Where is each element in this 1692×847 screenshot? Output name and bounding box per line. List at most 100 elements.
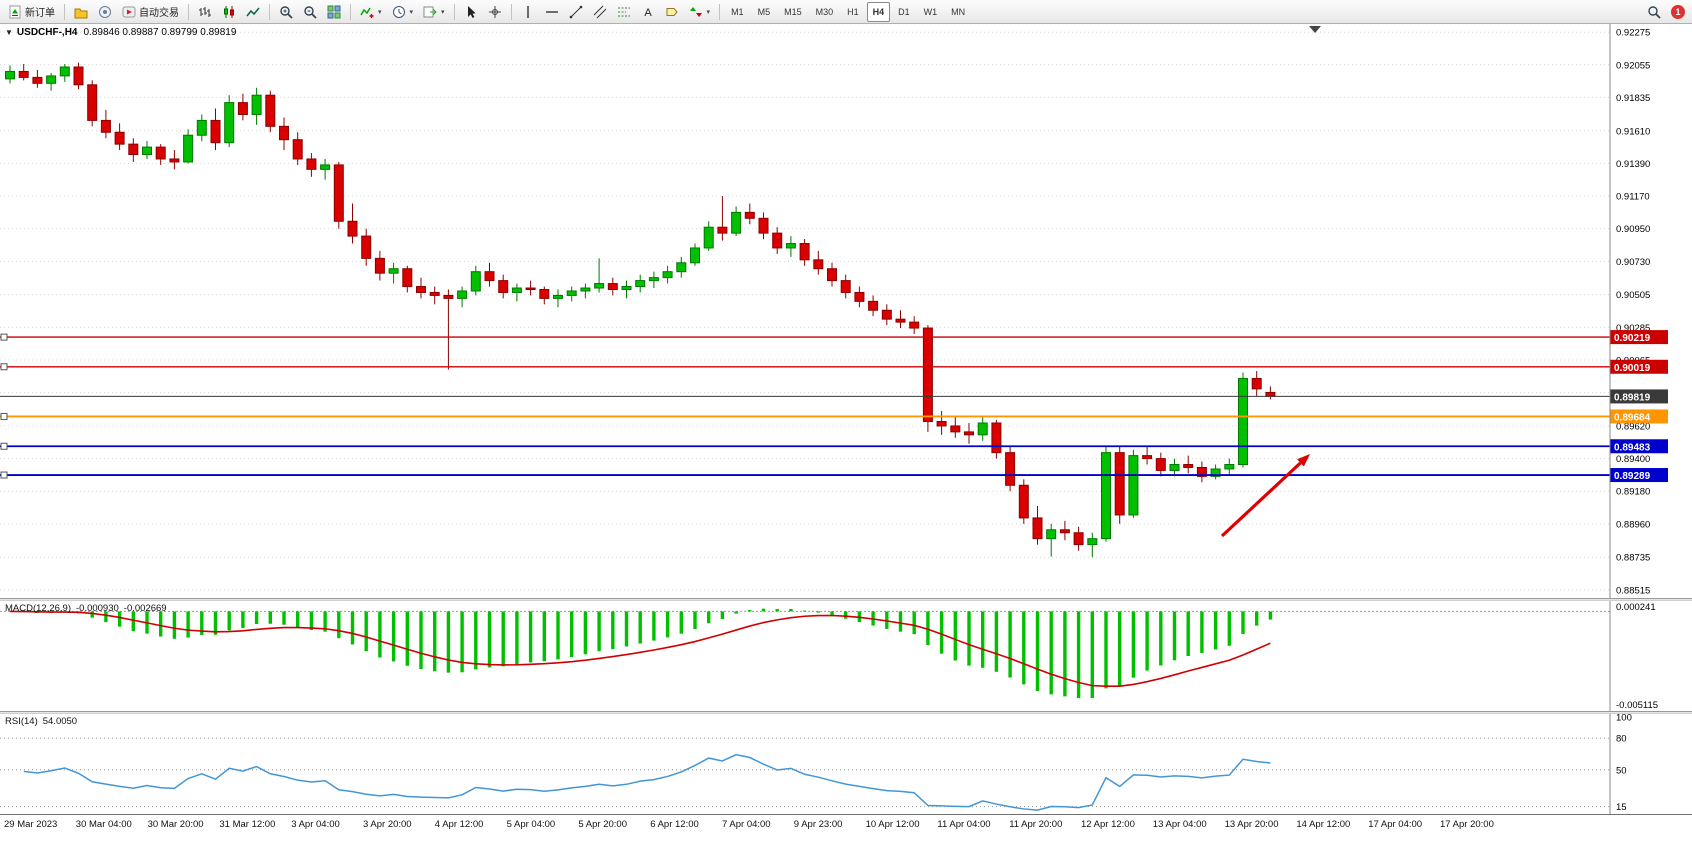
signals-button[interactable] — [94, 1, 116, 23]
bull-candle — [648, 277, 659, 282]
ohlc-values: 0.89846 0.89887 0.89799 0.89819 — [83, 27, 237, 38]
notification-badge[interactable]: 1 — [1671, 4, 1685, 19]
time-axis[interactable]: 29 Mar 2023 30 Mar 04:00 30 Mar 20:00 31 Ma… — [0, 814, 1692, 847]
bear-candle — [279, 125, 289, 141]
line-chart-button[interactable] — [242, 1, 264, 23]
cursor-button[interactable] — [460, 1, 482, 23]
time-axis-label: 17 Apr 20:00 — [1440, 819, 1494, 830]
time-axis-label: 13 Apr 04:00 — [1152, 819, 1207, 830]
panel-divider[interactable] — [0, 711, 1692, 714]
line-anchor-handle[interactable] — [0, 471, 8, 479]
bull-candle — [662, 271, 673, 279]
bear-candle — [18, 70, 29, 78]
bear-candle — [813, 259, 824, 270]
equidistant-channel-button[interactable] — [589, 1, 611, 23]
line-anchor-handle[interactable] — [0, 363, 8, 371]
timeframe-m30-button[interactable]: M30 — [815, 6, 834, 17]
timeframe-h1-button[interactable]: H1 — [847, 6, 859, 17]
bear-candle — [881, 309, 892, 320]
arrows-icon — [689, 5, 703, 19]
line-anchor-handle[interactable] — [0, 412, 8, 420]
bar-chart-icon — [198, 5, 212, 19]
indicators-button[interactable]: ▾ — [356, 1, 386, 23]
line-anchor-handle[interactable] — [0, 333, 8, 341]
macd-label: MACD(12,26,9) -0.000930 -0.002669 — [5, 603, 172, 614]
line-anchor-handle[interactable] — [0, 442, 8, 450]
symbol-period: USDCHF-,H4 — [16, 27, 78, 38]
bear-candle — [840, 280, 851, 293]
rsi-canvas[interactable]: 100 80 50 15 — [0, 714, 1692, 814]
macd-axis-label: -0.005115 — [1616, 700, 1658, 711]
search-button[interactable] — [1643, 1, 1665, 23]
price-tick-label: 0.88515 — [1616, 585, 1650, 596]
bull-candle — [1087, 538, 1098, 546]
price-tick-label: 0.91610 — [1616, 126, 1650, 137]
periods-button[interactable]: ▾ — [388, 1, 418, 23]
timeframe-w1-button[interactable]: W1 — [923, 6, 938, 17]
bear-candle — [525, 287, 536, 291]
search-icon — [1647, 5, 1661, 19]
toolbar-separator — [719, 3, 721, 20]
trendline-button[interactable] — [565, 1, 587, 23]
fibonacci-button[interactable] — [613, 1, 635, 23]
timeframe-m1-button[interactable]: M1 — [731, 6, 744, 17]
timeframe-m5-button[interactable]: M5 — [757, 6, 771, 17]
rsi-panel[interactable]: 100 80 50 15 RSI(14) 54.0050 — [0, 714, 1692, 814]
bear-candle — [1073, 532, 1084, 546]
collapse-triangle-icon[interactable]: ▼ — [5, 28, 13, 37]
timeframe-mn-button[interactable]: MN — [951, 6, 966, 17]
bear-candle — [443, 294, 454, 299]
macd-canvas[interactable]: 0.000241 -0.005115 — [0, 601, 1692, 711]
rsi-axis-label: 15 — [1616, 802, 1627, 813]
vertical-line-button[interactable] — [517, 1, 539, 23]
bull-candle — [1169, 464, 1180, 471]
time-axis-label: 5 Apr 20:00 — [578, 819, 627, 830]
arrows-button[interactable]: ▾ — [685, 1, 715, 23]
candlestick-chart-button[interactable] — [218, 1, 240, 23]
zoom-out-button[interactable] — [299, 1, 321, 23]
time-axis-label: 5 Apr 04:00 — [506, 819, 556, 830]
toolbar-separator — [269, 3, 270, 20]
tile-windows-button[interactable] — [323, 1, 345, 23]
bar-chart-button[interactable] — [194, 1, 216, 23]
bear-candle — [484, 271, 495, 282]
zoom-in-button[interactable] — [275, 1, 297, 23]
timeframe-h4-button[interactable]: H4 — [866, 1, 891, 22]
templates-button[interactable]: ▾ — [419, 1, 449, 23]
auto-trading-button[interactable]: 自动交易 — [118, 1, 183, 23]
bear-candle — [416, 286, 426, 293]
crosshair-button[interactable] — [484, 1, 506, 23]
price-chart-canvas[interactable]: 0.92275 0.92055 0.91835 0.91610 0.91390 0.911… — [0, 24, 1692, 598]
chevron-down-icon: ▾ — [706, 8, 711, 16]
time-axis-label: 7 Apr 04:00 — [722, 819, 771, 830]
profiles-button[interactable] — [70, 1, 92, 23]
text-label-button[interactable] — [661, 1, 683, 23]
price-chart-panel[interactable]: 0.92275 0.92055 0.91835 0.91610 0.91390 0.911… — [0, 24, 1692, 598]
bear-candle — [1265, 391, 1276, 397]
chevron-down-icon: ▾ — [441, 8, 445, 16]
bear-candle — [114, 131, 125, 145]
bear-candle — [758, 217, 769, 234]
timeframe-m15-button[interactable]: M15 — [784, 6, 802, 17]
horizontal-line-button[interactable] — [541, 1, 563, 23]
label-icon — [665, 5, 679, 19]
macd-panel[interactable]: 0.000241 -0.005115 MACD(12,26,9) -0.000930… — [0, 601, 1692, 711]
price-tick-label: 0.90285 — [1616, 323, 1650, 334]
price-tick-label: 0.88960 — [1616, 519, 1650, 530]
price-tick-label: 0.91170 — [1616, 192, 1650, 203]
new-order-button[interactable]: 新订单 — [4, 1, 59, 23]
price-tag-text: 0.89684 — [1614, 412, 1651, 423]
time-axis-label: 3 Apr 04:00 — [291, 819, 340, 830]
chart-shift-marker[interactable] — [1309, 26, 1321, 33]
timeframe-d1-button[interactable]: D1 — [898, 6, 910, 17]
panel-divider[interactable] — [0, 598, 1692, 601]
macd-signal-value: -0.002669 — [123, 603, 167, 614]
time-axis-label: 9 Apr 23:00 — [793, 819, 843, 830]
trend-arrow-object[interactable] — [1220, 461, 1302, 538]
price-tag-text: 0.89483 — [1614, 442, 1651, 453]
bull-candle — [196, 119, 207, 136]
bear-candle — [292, 139, 303, 160]
text-button[interactable]: A — [637, 1, 659, 23]
trend-arrow-head[interactable] — [1297, 454, 1310, 467]
bull-candle — [224, 102, 235, 144]
